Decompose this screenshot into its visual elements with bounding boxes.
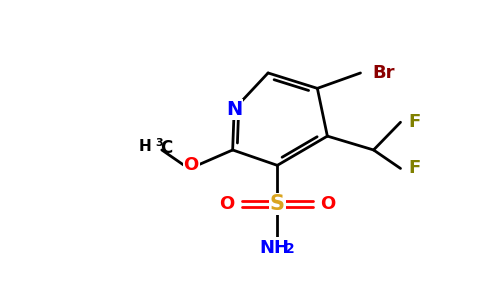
Text: O: O	[183, 156, 199, 174]
Text: 2: 2	[285, 242, 295, 256]
Text: N: N	[226, 100, 242, 118]
Text: H: H	[138, 140, 151, 154]
Text: F: F	[408, 113, 421, 131]
Text: O: O	[219, 195, 234, 213]
Text: 3: 3	[155, 138, 163, 148]
Text: C: C	[160, 140, 172, 158]
Text: F: F	[408, 159, 421, 177]
Text: S: S	[270, 194, 285, 214]
Text: Br: Br	[373, 64, 395, 82]
Text: O: O	[320, 195, 336, 213]
Text: NH: NH	[259, 239, 289, 257]
